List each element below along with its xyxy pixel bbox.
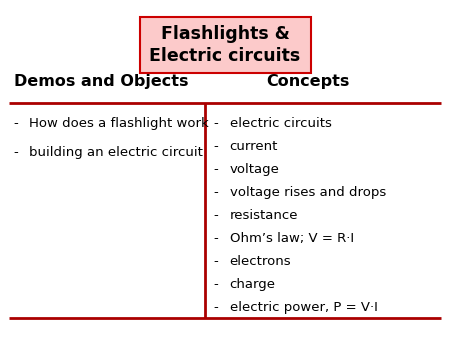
Text: Ohm’s law; V = R·I: Ohm’s law; V = R·I bbox=[230, 232, 354, 245]
Text: -: - bbox=[214, 163, 219, 176]
Text: -: - bbox=[214, 117, 219, 130]
Text: Demos and Objects: Demos and Objects bbox=[14, 74, 188, 89]
Text: voltage: voltage bbox=[230, 163, 279, 176]
Text: resistance: resistance bbox=[230, 209, 298, 222]
Text: charge: charge bbox=[230, 278, 275, 291]
Text: -: - bbox=[214, 140, 219, 153]
Text: -: - bbox=[214, 232, 219, 245]
Text: -: - bbox=[14, 117, 18, 130]
Text: Concepts: Concepts bbox=[266, 74, 350, 89]
Text: Electric circuits: Electric circuits bbox=[149, 47, 301, 65]
Text: Flashlights &: Flashlights & bbox=[161, 25, 289, 43]
Text: building an electric circuit: building an electric circuit bbox=[29, 146, 203, 159]
Text: electric circuits: electric circuits bbox=[230, 117, 331, 130]
FancyBboxPatch shape bbox=[140, 17, 310, 73]
Text: voltage rises and drops: voltage rises and drops bbox=[230, 186, 386, 199]
Text: How does a flashlight work: How does a flashlight work bbox=[29, 117, 209, 130]
Text: -: - bbox=[214, 209, 219, 222]
Text: -: - bbox=[214, 301, 219, 314]
Text: -: - bbox=[14, 146, 18, 159]
Text: electric power, P = V·I: electric power, P = V·I bbox=[230, 301, 378, 314]
Text: -: - bbox=[214, 186, 219, 199]
Text: -: - bbox=[214, 278, 219, 291]
Text: current: current bbox=[230, 140, 278, 153]
Text: electrons: electrons bbox=[230, 255, 291, 268]
Text: -: - bbox=[214, 255, 219, 268]
